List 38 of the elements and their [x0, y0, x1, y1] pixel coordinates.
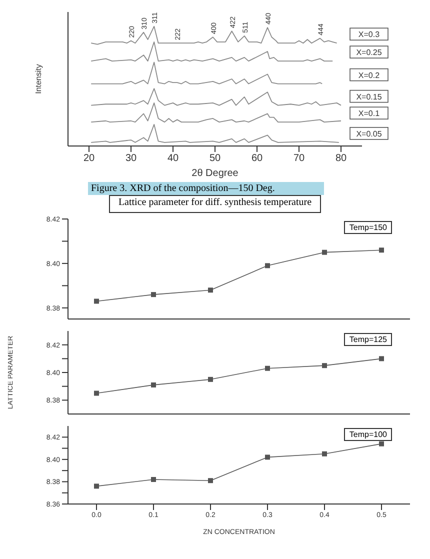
point [94, 484, 99, 489]
x-tick-label: 20 [83, 153, 95, 164]
point [94, 390, 99, 396]
point [151, 476, 156, 482]
point [322, 363, 327, 368]
point [379, 441, 384, 446]
point [94, 298, 99, 304]
text: X=0.2 [358, 70, 380, 80]
point [208, 288, 213, 293]
text: X=0.3 [358, 30, 380, 40]
chart-title: Lattice parameter for diff. synthesis temperature [109, 195, 321, 213]
point [151, 292, 156, 298]
y-axis-title: Intensity [34, 64, 43, 94]
point [322, 250, 327, 255]
x-tick-label: 80 [335, 153, 347, 164]
point [265, 366, 270, 371]
x-tick-label: 30 [125, 153, 137, 164]
point [265, 263, 270, 268]
x-axis-title: 2θ Degree [192, 168, 239, 179]
x-tick-label: 60 [251, 153, 263, 164]
annotation: Temp=150 [344, 221, 392, 234]
point [265, 454, 270, 460]
annotation: Temp=100 [344, 428, 392, 441]
text: X=0.1 [358, 109, 380, 118]
point [322, 451, 327, 456]
annotation: Temp=125 [344, 333, 392, 346]
text: X=0.25 [356, 48, 382, 58]
point [151, 382, 156, 388]
series-label: X=0.15 [356, 92, 382, 102]
text: X=0.05 [356, 129, 382, 138]
point [208, 376, 213, 382]
point [379, 356, 384, 362]
x-tick-label: 70 [293, 153, 305, 164]
point [379, 248, 384, 253]
x-tick-label: 40 [167, 153, 179, 164]
x-tick-label: 50 [209, 153, 221, 164]
caption: Figure 3. XRD of the composition—150 Deg. [88, 182, 324, 195]
point [208, 478, 213, 484]
